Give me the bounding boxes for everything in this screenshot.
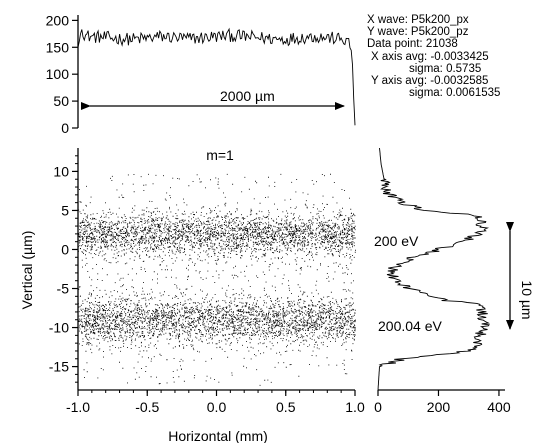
scatter-points	[78, 173, 356, 386]
main-x-tick-label: 0.5	[276, 399, 296, 415]
main-y-tick-label: 10	[53, 163, 69, 179]
top-profile-y-ticks: 0 50 100 150 200	[46, 12, 78, 136]
main-y-ticks: -15 -10 -5 0 5 10	[49, 155, 78, 383]
right-profile-line	[377, 147, 490, 391]
top-y-tick-label: 100	[46, 66, 70, 82]
info-y-sigma: sigma: 0.0061535	[409, 87, 501, 100]
main-x-tick-label: -0.5	[135, 399, 159, 415]
main-scatter-panel: -1.0 -0.5 0.0 0.5 1.0 -15 -10 -5 0 5 10 Horizonta…	[19, 147, 365, 443]
top-y-tick-label: 0	[61, 120, 69, 136]
right-x-tick-label: 0	[374, 399, 382, 415]
right-x-ticks: 0 200 400	[374, 390, 511, 415]
info-x-avg: X axis avg: -0.0033425	[371, 50, 489, 63]
top-y-tick-label: 150	[46, 39, 70, 55]
energy-label-upper: 200 eV	[374, 233, 419, 249]
main-x-tick-label: 1.0	[345, 399, 365, 415]
main-x-tick-label: -1.0	[66, 399, 90, 415]
top-y-tick-label: 50	[53, 93, 69, 109]
top-profile-panel: 0 50 100 150 200 2000 µm	[46, 12, 356, 136]
right-x-tick-label: 200	[427, 399, 451, 415]
top-profile-line	[77, 27, 356, 126]
info-x-wave: X wave: P5k200_px	[367, 14, 469, 26]
info-data-point: Data point: 21038	[367, 38, 458, 51]
info-box: X wave: P5k200_px Y wave: P5k200_pz Data…	[367, 14, 500, 99]
main-y-tick-label: -5	[57, 281, 70, 297]
info-y-wave: Y wave: P5k200_pz	[367, 26, 469, 39]
info-x-sigma: sigma: 0.5735	[409, 62, 482, 75]
main-y-tick-label: -10	[49, 320, 69, 336]
right-x-tick-label: 400	[487, 399, 511, 415]
top-y-tick-label: 200	[46, 12, 70, 28]
scatter-point-cloud	[78, 173, 356, 386]
right-profile-panel: 0 200 400 200 eV 200.04 eV 10 µm	[374, 147, 534, 415]
mode-label: m=1	[206, 147, 234, 163]
energy-label-lower: 200.04 eV	[378, 318, 442, 334]
main-x-ticks: -1.0 -0.5 0.0 0.5 1.0	[66, 390, 365, 415]
x-axis-title: Horizontal (mm)	[168, 428, 268, 443]
main-y-tick-label: 5	[61, 202, 69, 218]
vertical-span-label: 10 µm	[519, 280, 534, 319]
width-label: 2000 µm	[220, 88, 275, 104]
main-y-tick-label: -15	[49, 359, 69, 375]
main-x-tick-label: 0.0	[207, 399, 227, 415]
info-y-avg: Y axis avg: -0.0032585	[371, 75, 489, 88]
main-y-tick-label: 0	[61, 241, 69, 257]
y-axis-title: Vertical (µm)	[19, 231, 35, 310]
